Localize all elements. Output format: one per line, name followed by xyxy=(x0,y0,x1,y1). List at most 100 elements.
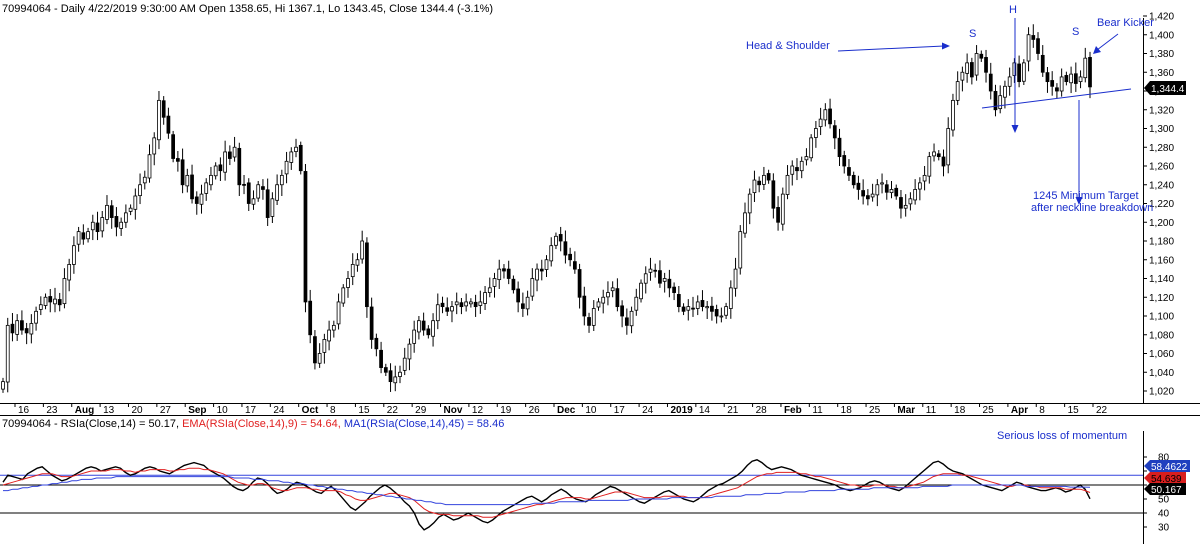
ema-value-badge: 54.639 xyxy=(1144,472,1186,485)
candle-up xyxy=(998,95,1003,110)
candle-up xyxy=(435,304,440,322)
candle-down xyxy=(582,295,587,317)
price-axis-tick-label: 1,060 xyxy=(1149,349,1174,360)
candle-up xyxy=(412,329,417,344)
ema-value-badge-text: 54.639 xyxy=(1151,474,1182,485)
candle-down xyxy=(861,190,866,197)
candle-up xyxy=(639,282,643,300)
candle-down xyxy=(828,108,832,125)
candle-down xyxy=(109,205,114,218)
candle-down xyxy=(847,167,851,176)
date-axis-tick-label: 15 xyxy=(358,405,370,416)
date-axis-tick-label: Nov xyxy=(444,405,463,416)
candle-up xyxy=(818,118,823,128)
candle-up xyxy=(643,273,648,284)
candle-down xyxy=(218,164,223,172)
price-axis-tick-label: 1,080 xyxy=(1149,330,1174,341)
date-axis-tick-label: 22 xyxy=(1096,405,1108,416)
candle-up xyxy=(1083,57,1088,79)
candle-up xyxy=(601,296,606,304)
candle-down xyxy=(615,288,620,308)
candle-up xyxy=(450,306,454,312)
candle-up xyxy=(974,53,979,76)
date-axis-tick-label: Sep xyxy=(188,405,206,416)
candle-up xyxy=(733,268,738,289)
candle-down xyxy=(261,186,265,190)
candle-up xyxy=(932,151,936,157)
candle-down xyxy=(265,189,270,218)
rsi-axis-tick-label: 80 xyxy=(1158,453,1170,464)
head-label: H xyxy=(1009,4,1017,16)
candle-up xyxy=(142,176,147,184)
candle-down xyxy=(445,307,450,312)
candle-down xyxy=(672,286,676,293)
candle-up xyxy=(497,268,502,281)
candle-up xyxy=(738,231,743,269)
target-label-line1: 1245 Minimum Target xyxy=(1033,190,1139,202)
candle-up xyxy=(67,264,72,281)
candle-up xyxy=(662,278,667,282)
candle-down xyxy=(1050,80,1055,87)
candle-up xyxy=(209,174,213,186)
candle-up xyxy=(350,264,355,278)
candle-up xyxy=(951,99,955,131)
date-axis-tick-label: Mar xyxy=(897,405,915,416)
date-axis-tick-label: 17 xyxy=(245,405,257,416)
date-axis-tick-label: 29 xyxy=(415,405,427,416)
head-height-arrowhead xyxy=(1011,125,1019,133)
date-axis-tick-label: 11 xyxy=(926,405,937,416)
price-axis-tick-label: 1,100 xyxy=(1149,312,1174,323)
candle-up xyxy=(152,137,157,155)
candle-down xyxy=(842,155,847,167)
candle-up xyxy=(487,287,492,293)
candle-up xyxy=(747,193,752,214)
candle-up xyxy=(610,287,615,292)
candle-down xyxy=(1088,57,1092,88)
candle-down xyxy=(502,268,506,272)
candle-up xyxy=(686,306,691,311)
candle-up xyxy=(398,371,402,377)
candle-down xyxy=(856,182,861,190)
date-axis-tick-label: 24 xyxy=(642,405,654,416)
candle-up xyxy=(762,174,766,185)
candle-down xyxy=(979,53,984,59)
candle-up xyxy=(814,128,818,138)
candle-down xyxy=(1064,75,1069,83)
candle-up xyxy=(591,308,596,326)
date-axis-tick-label: 10 xyxy=(217,405,229,416)
price-axis-tick-label: 1,360 xyxy=(1149,68,1174,79)
candle-up xyxy=(417,320,421,333)
candle-down xyxy=(473,301,478,308)
candle-down xyxy=(776,207,780,223)
candle-down xyxy=(563,241,568,256)
rsi-header: 70994064 - RSIa(Close,14) = 50.17, EMA(R… xyxy=(2,418,504,430)
ma-value-badge: 58.4622 xyxy=(1144,460,1190,473)
date-axis-tick-label: 23 xyxy=(46,405,58,416)
candle-up xyxy=(402,357,407,371)
candle-up xyxy=(743,212,747,234)
candle-down xyxy=(426,328,431,336)
candle-up xyxy=(799,160,804,172)
candle-down xyxy=(421,320,426,331)
date-axis-tick-label: 28 xyxy=(756,405,768,416)
candle-up xyxy=(232,146,237,158)
candle-up xyxy=(752,179,757,194)
candle-up xyxy=(629,310,634,327)
candle-up xyxy=(341,287,346,304)
candle-down xyxy=(691,307,695,310)
date-axis-tick-label: 13 xyxy=(103,405,115,416)
candle-down xyxy=(993,90,998,111)
candle-up xyxy=(124,212,128,223)
price-axis-tick-label: 1,120 xyxy=(1149,293,1174,304)
candle-up xyxy=(34,310,38,324)
candle-down xyxy=(379,349,383,368)
candle-down xyxy=(308,300,313,336)
candle-up xyxy=(785,174,790,195)
rsi-value-badge-bg xyxy=(1144,483,1186,495)
date-axis-tick-label: 14 xyxy=(699,405,711,416)
price-axis-tick-label: 1,160 xyxy=(1149,255,1174,266)
candle-down xyxy=(624,317,629,326)
candle-down xyxy=(24,328,29,334)
candlestick-series xyxy=(1,24,1092,393)
candle-up xyxy=(43,296,48,306)
